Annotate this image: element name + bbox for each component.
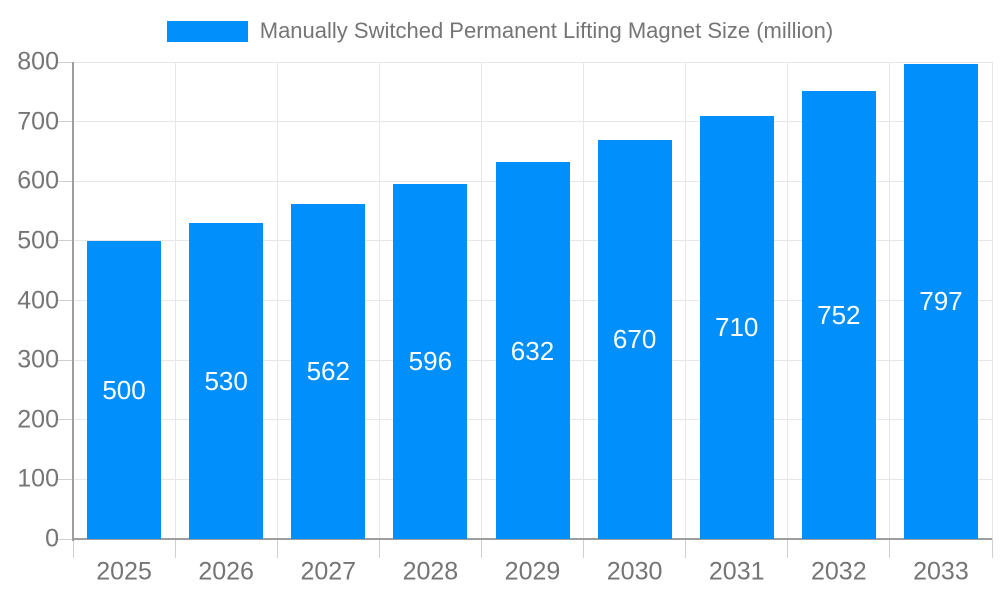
v-gridline bbox=[480, 62, 482, 539]
y-axis-label: 100 bbox=[17, 464, 59, 493]
x-axis-tick bbox=[378, 539, 380, 558]
bar-value-label-2028: 596 bbox=[408, 346, 453, 377]
legend-label: Manually Switched Permanent Lifting Magn… bbox=[259, 18, 834, 43]
y-axis-tick bbox=[57, 240, 73, 242]
x-axis-label-2031: 2031 bbox=[708, 557, 765, 586]
bar-2028 bbox=[393, 183, 468, 539]
bar-value-label-2032: 752 bbox=[817, 299, 861, 330]
x-axis-tick bbox=[174, 539, 176, 558]
x-axis-label-2033: 2033 bbox=[913, 557, 969, 586]
y-axis-tick bbox=[57, 300, 73, 301]
legend-item[interactable]: Manually Switched Permanent Lifting Magn… bbox=[0, 18, 1000, 44]
x-axis-tick bbox=[72, 539, 74, 558]
x-axis-label-2029: 2029 bbox=[504, 557, 561, 586]
bar-value-label-2033: 797 bbox=[919, 286, 963, 317]
y-axis-label: 500 bbox=[17, 226, 59, 255]
h-gridline bbox=[73, 61, 992, 63]
y-axis-tick bbox=[57, 61, 73, 63]
y-axis-label: 200 bbox=[17, 405, 59, 434]
bar-2031 bbox=[699, 115, 774, 539]
x-axis-tick bbox=[685, 539, 687, 558]
bar-value-label-2029: 632 bbox=[510, 335, 555, 366]
x-axis-tick bbox=[276, 539, 278, 558]
bar-value-label-2025: 500 bbox=[102, 374, 146, 405]
y-axis-tick bbox=[57, 121, 73, 123]
y-axis-tick bbox=[57, 538, 73, 540]
y-axis-label: 600 bbox=[17, 166, 59, 195]
v-gridline bbox=[378, 62, 380, 539]
x-axis-line bbox=[72, 538, 992, 540]
v-gridline bbox=[174, 62, 176, 539]
y-axis-label: 800 bbox=[17, 47, 59, 76]
v-gridline bbox=[889, 62, 891, 539]
y-axis-label: 300 bbox=[17, 345, 59, 374]
x-axis-tick bbox=[583, 539, 585, 558]
y-axis-label: 700 bbox=[17, 107, 59, 136]
bar-2026 bbox=[189, 222, 264, 539]
bar-2030 bbox=[597, 139, 672, 539]
x-axis-label-2027: 2027 bbox=[300, 557, 357, 586]
legend-swatch bbox=[166, 20, 248, 42]
h-gridline bbox=[73, 121, 992, 123]
bar-2032 bbox=[801, 90, 876, 539]
x-axis-tick bbox=[991, 539, 993, 558]
x-axis-tick bbox=[787, 539, 789, 558]
x-axis-tick bbox=[889, 539, 891, 558]
bar-2025 bbox=[87, 240, 162, 539]
y-axis-tick bbox=[57, 478, 73, 480]
y-axis-tick bbox=[57, 359, 73, 361]
bar-value-label-2027: 562 bbox=[306, 356, 350, 387]
bar-value-label-2030: 670 bbox=[612, 324, 657, 355]
bar-value-label-2026: 530 bbox=[204, 365, 248, 396]
v-gridline bbox=[276, 62, 278, 539]
x-axis-label-2025: 2025 bbox=[96, 557, 152, 586]
x-axis-label-2026: 2026 bbox=[198, 557, 254, 586]
x-axis-label-2030: 2030 bbox=[606, 557, 663, 586]
bar-value-label-2031: 710 bbox=[715, 312, 759, 343]
y-axis-label: 0 bbox=[45, 524, 59, 553]
bar-2033 bbox=[903, 63, 978, 539]
x-axis-tick bbox=[480, 539, 482, 558]
x-axis-label-2028: 2028 bbox=[402, 557, 459, 586]
y-axis-line bbox=[72, 62, 74, 541]
y-axis-tick bbox=[57, 180, 73, 182]
v-gridline bbox=[787, 62, 789, 539]
v-gridline bbox=[583, 62, 585, 539]
bar-2027 bbox=[291, 203, 366, 539]
x-axis-label-2032: 2032 bbox=[811, 557, 867, 586]
y-axis-tick bbox=[57, 419, 73, 421]
v-gridline bbox=[991, 62, 993, 539]
bar-2029 bbox=[495, 162, 570, 539]
y-axis-label: 400 bbox=[17, 286, 59, 314]
v-gridline bbox=[685, 62, 687, 539]
